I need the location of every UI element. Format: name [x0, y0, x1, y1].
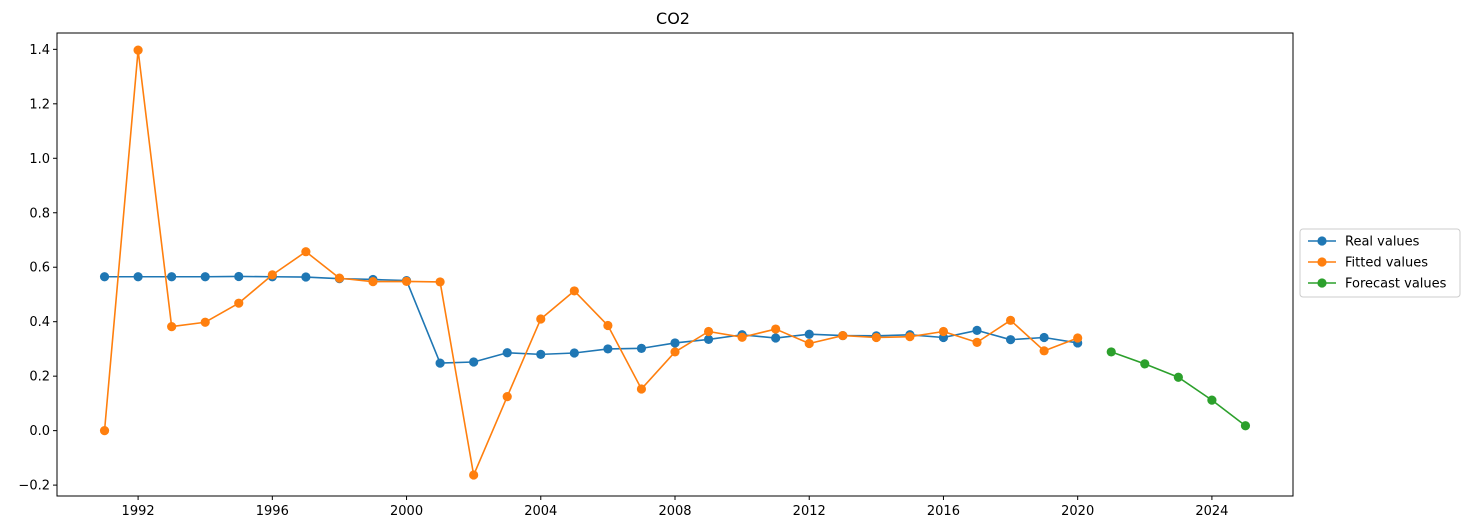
data-point — [1207, 395, 1217, 405]
data-point — [569, 286, 579, 296]
data-point — [1240, 421, 1251, 431]
x-tick-label: 2024 — [1195, 504, 1228, 519]
legend-label: Real values — [1345, 235, 1420, 250]
plot-frame — [56, 32, 1294, 497]
x-tick-label: 2016 — [927, 504, 960, 519]
data-point — [133, 272, 143, 282]
data-point — [133, 45, 143, 55]
data-point — [301, 272, 311, 282]
data-point — [905, 332, 915, 342]
data-point — [838, 330, 848, 341]
y-axis: −0.2 0.0 0.2 0.4 0.6 0.8 1.0 1.2 1.4 — [18, 43, 57, 494]
data-point — [469, 357, 479, 367]
data-point — [536, 314, 546, 324]
legend-label: Forecast values — [1345, 277, 1447, 292]
data-point — [804, 329, 814, 339]
data-point — [200, 317, 210, 327]
data-point — [167, 321, 177, 332]
data-point — [99, 272, 110, 282]
data-point — [871, 332, 881, 343]
y-tick-label: 0.8 — [29, 206, 50, 221]
data-point — [1005, 315, 1016, 325]
y-tick-label: 0.6 — [29, 261, 50, 276]
data-point — [1073, 333, 1083, 343]
data-point — [1173, 372, 1183, 382]
data-point — [167, 272, 177, 282]
legend-label: Fitted values — [1345, 256, 1428, 271]
data-point — [972, 337, 982, 347]
series-fitted-values — [99, 45, 1083, 480]
data-point — [670, 338, 680, 348]
data-point — [502, 348, 512, 358]
legend-marker — [1317, 257, 1327, 267]
series-line — [1110, 351, 1246, 427]
data-point — [368, 277, 378, 287]
data-point — [435, 358, 445, 368]
x-tick-label: 2004 — [524, 504, 557, 519]
data-point — [636, 384, 647, 394]
x-tick-label: 2020 — [1061, 504, 1094, 519]
y-tick-label: 0.0 — [29, 424, 50, 439]
data-point — [234, 298, 244, 308]
y-tick-label: −0.2 — [18, 479, 50, 494]
data-point — [1140, 359, 1150, 369]
data-point — [1039, 332, 1049, 343]
chart-title: CO2 — [656, 9, 690, 28]
data-point — [804, 338, 814, 349]
x-tick-label: 1996 — [256, 504, 289, 519]
data-point — [670, 347, 680, 357]
data-point — [603, 344, 613, 354]
x-tick-label: 2008 — [658, 504, 691, 519]
data-point — [938, 326, 949, 337]
data-point — [972, 325, 982, 336]
x-tick-label: 2000 — [390, 504, 423, 519]
legend: Real values Fitted values Forecast values — [1299, 228, 1461, 298]
data-point — [200, 272, 210, 282]
y-tick-label: 0.2 — [29, 370, 50, 385]
data-point — [301, 247, 311, 257]
y-tick-label: 0.4 — [29, 315, 50, 330]
data-point — [737, 332, 747, 342]
data-point — [1005, 335, 1016, 345]
x-axis: 1992 1996 2000 2004 2008 2012 2016 2020 2024 — [122, 496, 1228, 519]
series-line — [104, 275, 1078, 364]
data-point — [502, 391, 512, 402]
data-point — [334, 273, 345, 283]
data-point — [401, 276, 412, 286]
y-tick-label: 1.2 — [29, 97, 50, 112]
data-point — [603, 320, 613, 331]
plot-area — [99, 45, 1251, 480]
data-point — [569, 348, 579, 358]
legend-marker — [1317, 278, 1327, 288]
data-point — [99, 426, 110, 436]
data-point — [636, 343, 647, 353]
data-point — [435, 277, 445, 287]
x-tick-label: 2012 — [793, 504, 826, 519]
series-forecast-values — [1106, 347, 1251, 431]
series-real-values — [99, 271, 1083, 368]
x-tick-label: 1992 — [122, 504, 155, 519]
legend-box — [1299, 228, 1461, 298]
legend-marker — [1317, 236, 1327, 246]
data-point — [469, 470, 479, 480]
data-point — [771, 333, 781, 343]
data-point — [703, 326, 714, 337]
data-point — [234, 271, 244, 282]
data-point — [771, 324, 781, 334]
data-point — [1106, 347, 1116, 357]
data-point — [1039, 346, 1049, 356]
data-point — [536, 349, 546, 359]
data-point — [267, 270, 277, 280]
series-line — [103, 49, 1078, 476]
data-point — [703, 334, 714, 344]
y-tick-label: 1.4 — [29, 43, 50, 58]
y-tick-label: 1.0 — [29, 152, 50, 167]
